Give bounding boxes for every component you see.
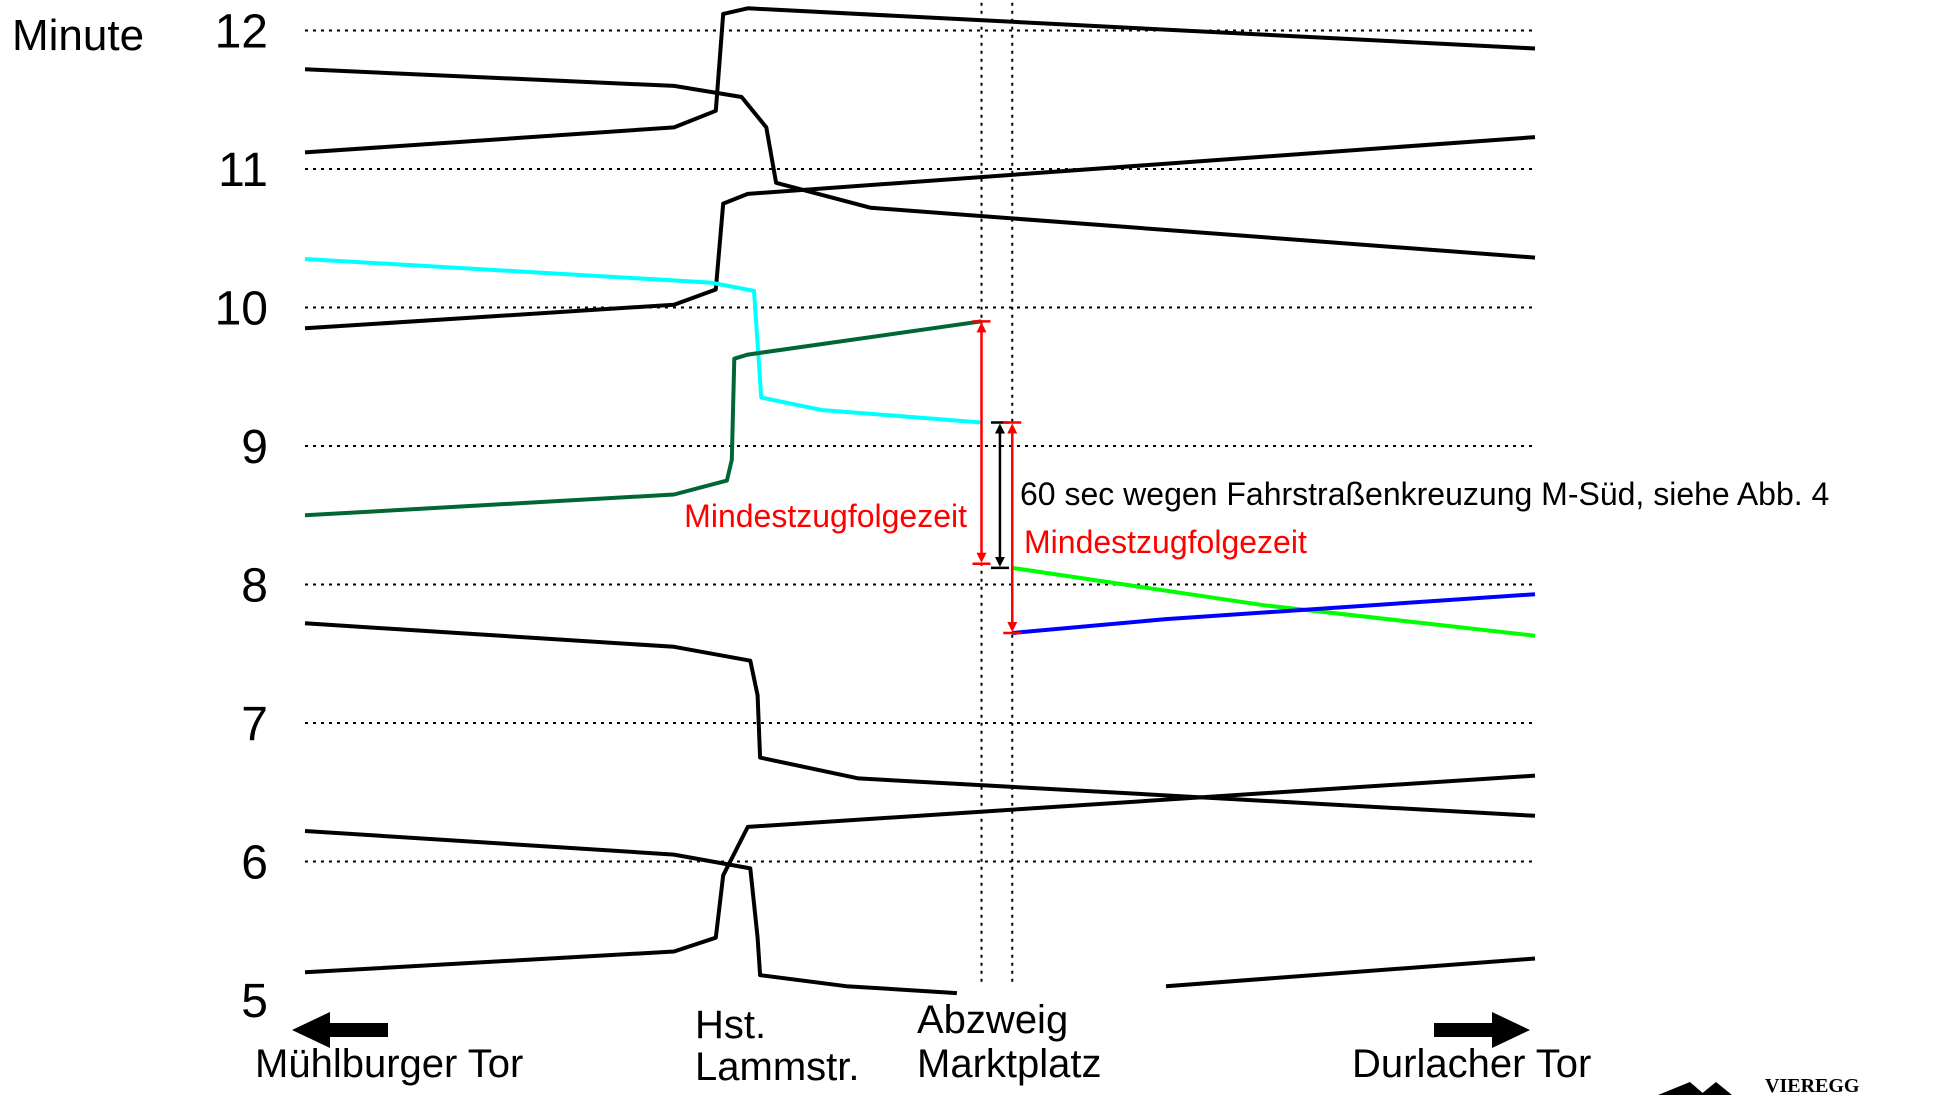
train-paths [304,6,1536,996]
y-tick-label: 9 [241,421,268,474]
station-label-lammstr: Hst. [695,1003,766,1047]
train-path-blue-6 [1012,592,1536,635]
train-path-black-1 [304,6,1536,155]
y-tick-label: 7 [241,698,268,751]
station-label-muehlburger: Mühlburger Tor [255,1042,523,1086]
y-tick-label: 8 [241,560,268,613]
annotation-text: 60 sec wegen Fahrstraßenkreuzung M-Süd, … [1020,476,1829,512]
y-tick-label: 10 [215,283,268,336]
station-label-lammstr: Lammstr. [695,1045,859,1089]
train-path-black-2 [304,135,1536,331]
train-path-black-0 [304,67,1536,260]
train-path-black-7 [304,621,1536,818]
annotations: Mindestzugfolgezeit 60 sec wegen Fahrstra… [684,320,1829,635]
logo-mark-icon [1658,1082,1732,1095]
y-tick-label: 12 [215,6,268,59]
train-path-black-9 [304,829,958,996]
train-path-black-8 [304,773,1536,975]
train-path-black-10 [1165,956,1536,989]
annotation-text: Mindestzugfolgezeit [684,498,967,534]
grid [305,2,1535,987]
arrow-left-icon [292,1012,388,1048]
y-tick-label: 11 [218,144,268,197]
y-tick-label: 5 [241,975,268,1028]
logo: VIEREGG [1658,1075,1860,1095]
y-tick-label: 6 [241,837,268,890]
train-path-green-5 [1012,565,1536,638]
station-label-durlacher: Durlacher Tor [1352,1042,1591,1086]
y-tick-labels: 5 6 7 8 9 10 11 12 [215,6,268,1029]
arrow-right-icon [1434,1012,1530,1048]
logo-text: VIEREGG [1765,1075,1860,1095]
y-axis-label: Minute [12,11,144,60]
train-path-cyan-3 [304,257,982,425]
annotation-text: Mindestzugfolgezeit [1024,524,1307,560]
station-labels: Mühlburger Tor Hst.Lammstr. AbzweigMarktpl… [255,998,1591,1089]
train-path-darkgreen-4 [304,319,982,518]
station-label-marktplatz: Abzweig [917,998,1068,1042]
station-label-marktplatz: Marktplatz [917,1042,1102,1086]
